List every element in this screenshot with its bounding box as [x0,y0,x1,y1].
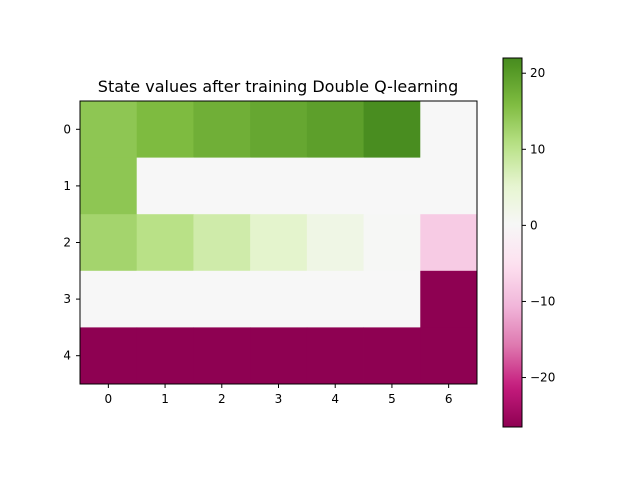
heatmap-cell [363,101,421,158]
heatmap-cell [193,157,251,215]
x-tick-label: 1 [161,392,169,406]
y-axis: 0 1 2 3 4 [63,122,80,363]
x-tick-label: 0 [105,392,113,406]
heatmap-cell [80,101,138,158]
heatmap-cell [363,157,421,215]
heatmap-cell [306,101,364,158]
heatmap-cell [420,270,478,328]
colorbar-tick-label: −10 [530,294,555,308]
heatmap-cell [420,157,478,215]
colorbar-ticks: −20 −10 0 10 20 [522,66,555,385]
y-tick-label: 2 [63,236,71,250]
heatmap-cell [306,157,364,215]
heatmap-cell [420,214,478,272]
heatmap-cell [363,327,421,385]
heatmap-cell [193,101,251,158]
heatmap-cell [363,270,421,328]
colorbar-tick-label: 0 [530,218,538,232]
heatmap-cell [306,327,364,385]
heatmap-cell [136,327,194,385]
y-tick-label: 3 [63,292,71,306]
heatmap-cell [136,101,194,158]
heatmap-cell [420,327,478,385]
x-tick-label: 4 [331,392,339,406]
y-tick-label: 0 [63,122,71,136]
heatmap-cell [306,214,364,272]
heatmap-cells [80,101,478,385]
heatmap-cell [250,157,308,215]
heatmap-cell [193,327,251,385]
heatmap-cell [250,214,308,272]
heatmap-cell [136,214,194,272]
heatmap-cell [80,214,138,272]
heatmap-cell [250,327,308,385]
y-tick-label: 4 [63,349,71,363]
colorbar-tick-label: −20 [530,371,555,385]
x-tick-label: 2 [218,392,226,406]
chart-title: State values after training Double Q-lea… [98,77,458,96]
heatmap-cell [80,157,138,215]
heatmap-cell [363,214,421,272]
heatmap-cell [136,270,194,328]
colorbar-gradient [503,58,522,427]
heatmap-cell [193,214,251,272]
heatmap-cell [136,157,194,215]
y-tick-label: 1 [63,179,71,193]
colorbar-frame [502,57,523,428]
x-tick-label: 6 [445,392,453,406]
heatmap-cell [306,270,364,328]
heatmap-cell [420,101,478,158]
x-axis: 0 1 2 3 4 5 6 [105,384,453,406]
colorbar-tick-label: 10 [530,142,545,156]
x-tick-label: 5 [388,392,396,406]
heatmap-cell [80,327,138,385]
heatmap-cell [193,270,251,328]
heatmap-cell [250,101,308,158]
colorbar-tick-label: 20 [530,66,545,80]
heatmap-cell [80,270,138,328]
colorbar: −20 −10 0 10 20 [502,57,555,428]
heatmap-cell [250,270,308,328]
x-tick-label: 3 [275,392,283,406]
